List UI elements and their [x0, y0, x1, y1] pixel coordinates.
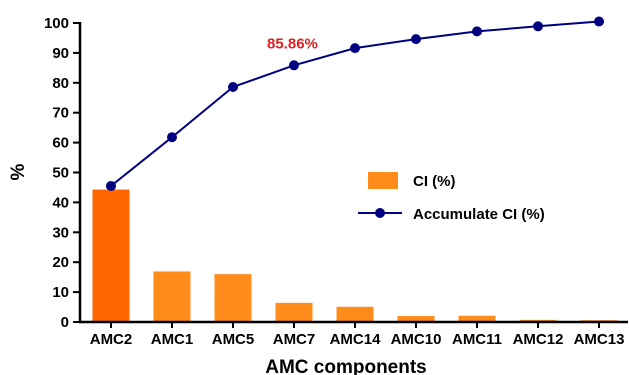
x-tick-label-amc12: AMC12 [513, 331, 564, 348]
y-tick-label-100: 100 [44, 15, 69, 32]
bar-amc1 [153, 271, 191, 322]
x-tick-label-amc11: AMC11 [452, 331, 502, 348]
bar-amc10 [397, 316, 435, 322]
x-tick-label-amc14: AMC14 [330, 331, 382, 348]
cumulative-point-amc5 [228, 81, 238, 92]
cumulative-point-amc12 [533, 21, 543, 32]
bar-amc14 [336, 306, 374, 322]
bar-amc2 [92, 189, 130, 322]
y-tick-label-80: 80 [52, 75, 69, 92]
annotation-label: 85.86% [267, 35, 318, 52]
cumulative-line-layer [106, 16, 604, 191]
cumulative-point-amc1 [167, 132, 177, 143]
cumulative-point-amc13 [594, 16, 604, 27]
x-tick-label-amc2: AMC2 [90, 331, 133, 348]
cumulative-point-amc11 [472, 26, 482, 37]
cumulative-point-amc2 [106, 180, 116, 191]
y-tick-label-70: 70 [52, 105, 69, 122]
cumulative-point-amc10 [411, 34, 421, 45]
bar-amc7 [275, 302, 313, 322]
y-tick-label-40: 40 [52, 194, 69, 211]
x-tick-label-amc1: AMC1 [151, 331, 194, 348]
legend-line-marker [375, 208, 385, 218]
legend-bar-label: CI (%) [413, 173, 456, 190]
y-tick-label-0: 0 [61, 314, 69, 331]
bar-amc5 [214, 274, 252, 322]
legend-line-label: Accumulate CI (%) [413, 206, 545, 223]
x-axis-title: AMC components [265, 357, 427, 375]
axes-layer: 0 10 20 30 40 50 60 70 80 90 100 AMC2 AMC1 AMC5 AMC7 AM… [44, 15, 628, 348]
x-tick-label-amc7: AMC7 [273, 331, 316, 348]
y-tick-label-10: 10 [52, 284, 69, 301]
y-tick-label-30: 30 [52, 224, 69, 241]
bar-amc11 [458, 315, 496, 322]
y-tick-label-60: 60 [52, 135, 69, 152]
x-tick-label-amc5: AMC5 [212, 331, 255, 348]
y-tick-label-50: 50 [52, 165, 69, 182]
legend-bar-swatch [368, 172, 398, 189]
y-tick-label-20: 20 [52, 254, 69, 271]
y-axis-title: % [8, 163, 29, 180]
y-tick-label-90: 90 [52, 45, 69, 62]
x-tick-label-amc10: AMC10 [391, 331, 442, 348]
legend: CI (%) Accumulate CI (%) [358, 172, 545, 223]
x-tick-label-amc13: AMC13 [574, 331, 625, 348]
cumulative-point-amc7 [289, 60, 299, 71]
cumulative-point-amc14 [350, 43, 360, 54]
